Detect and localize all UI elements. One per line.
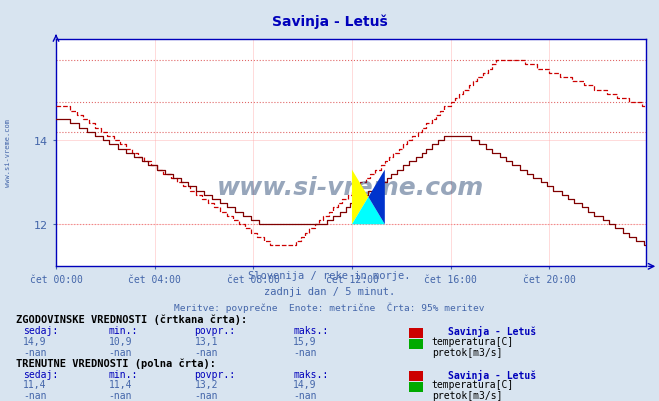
Text: 13,1: 13,1 — [194, 336, 218, 346]
Text: temperatura[C]: temperatura[C] — [432, 336, 514, 346]
Text: zadnji dan / 5 minut.: zadnji dan / 5 minut. — [264, 287, 395, 297]
Text: 14,9: 14,9 — [23, 336, 47, 346]
Text: -nan: -nan — [23, 347, 47, 357]
Text: -nan: -nan — [194, 390, 218, 400]
Text: 13,2: 13,2 — [194, 379, 218, 389]
Text: TRENUTNE VREDNOSTI (polna črta):: TRENUTNE VREDNOSTI (polna črta): — [16, 358, 216, 369]
Polygon shape — [368, 170, 385, 225]
Text: Savinja - Letuš: Savinja - Letuš — [448, 369, 536, 380]
Text: Meritve: povprečne  Enote: metrične  Črta: 95% meritev: Meritve: povprečne Enote: metrične Črta:… — [174, 302, 485, 312]
Text: povpr.:: povpr.: — [194, 369, 235, 379]
Text: temperatura[C]: temperatura[C] — [432, 379, 514, 389]
Text: www.si-vreme.com: www.si-vreme.com — [217, 175, 484, 199]
Text: pretok[m3/s]: pretok[m3/s] — [432, 347, 502, 357]
Text: -nan: -nan — [293, 390, 317, 400]
Polygon shape — [352, 197, 385, 225]
Text: Savinja - Letuš: Savinja - Letuš — [448, 325, 536, 336]
Text: 15,9: 15,9 — [293, 336, 317, 346]
Text: sedaj:: sedaj: — [23, 325, 58, 335]
Polygon shape — [352, 170, 368, 225]
Text: 11,4: 11,4 — [109, 379, 132, 389]
Text: 14,9: 14,9 — [293, 379, 317, 389]
Text: maks.:: maks.: — [293, 325, 328, 335]
Text: povpr.:: povpr.: — [194, 325, 235, 335]
Text: -nan: -nan — [293, 347, 317, 357]
Text: min.:: min.: — [109, 325, 138, 335]
Text: -nan: -nan — [23, 390, 47, 400]
Text: Slovenija / reke in morje.: Slovenija / reke in morje. — [248, 271, 411, 281]
Text: -nan: -nan — [109, 390, 132, 400]
Text: pretok[m3/s]: pretok[m3/s] — [432, 390, 502, 400]
Text: Savinja - Letuš: Savinja - Letuš — [272, 14, 387, 28]
Text: www.si-vreme.com: www.si-vreme.com — [5, 118, 11, 186]
Text: ZGODOVINSKE VREDNOSTI (črtkana črta):: ZGODOVINSKE VREDNOSTI (črtkana črta): — [16, 314, 248, 324]
Text: -nan: -nan — [194, 347, 218, 357]
Text: -nan: -nan — [109, 347, 132, 357]
Text: maks.:: maks.: — [293, 369, 328, 379]
Text: min.:: min.: — [109, 369, 138, 379]
Text: 11,4: 11,4 — [23, 379, 47, 389]
Text: 10,9: 10,9 — [109, 336, 132, 346]
Text: sedaj:: sedaj: — [23, 369, 58, 379]
